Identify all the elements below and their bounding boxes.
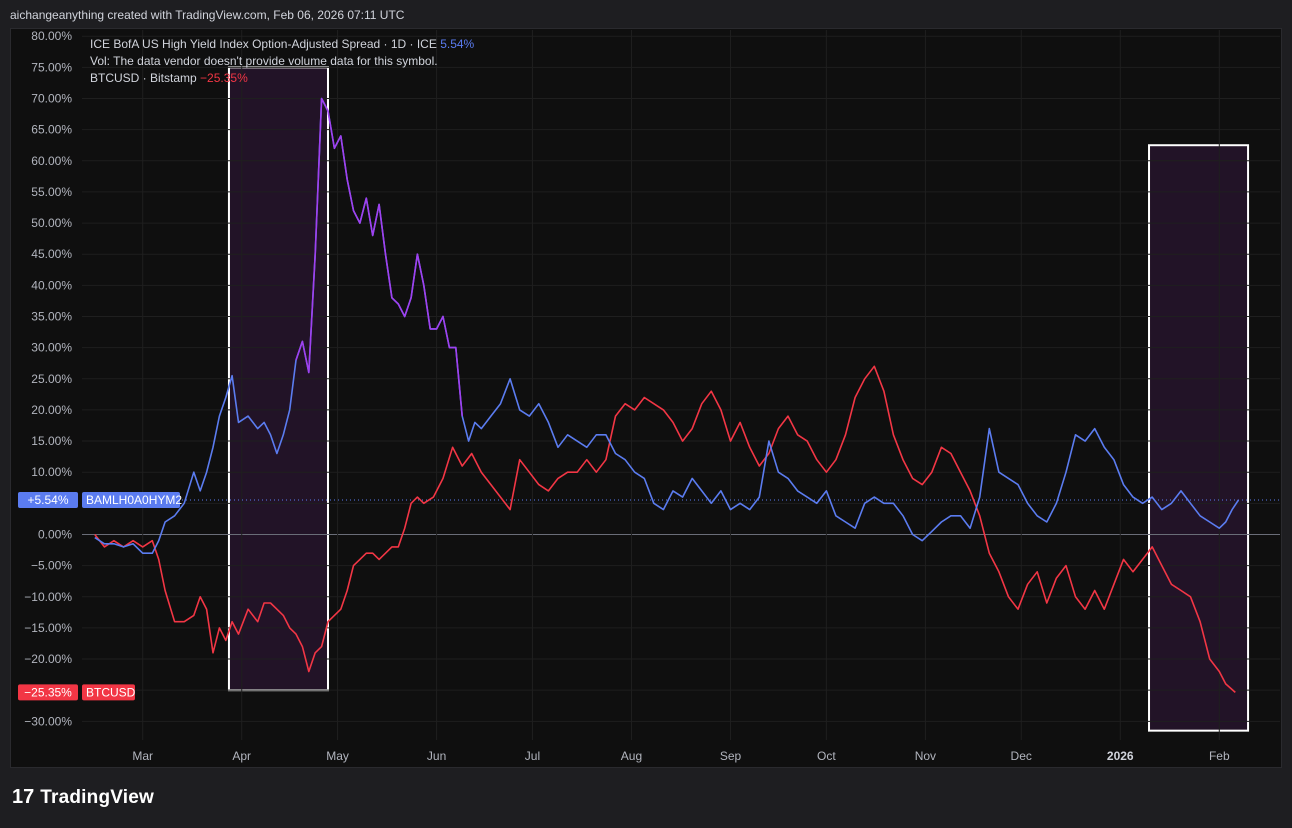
- tradingview-logo[interactable]: 17 TradingView: [12, 786, 154, 809]
- y-tick-label: 15.00%: [31, 434, 72, 448]
- highlight-box-2: [1148, 144, 1250, 732]
- y-tick-label: 20.00%: [31, 403, 72, 417]
- y-tick-label: −30.00%: [24, 714, 72, 728]
- x-tick-label: Oct: [817, 749, 836, 763]
- btc-series-line: [94, 365, 1236, 693]
- y-tick-label: 10.00%: [31, 465, 72, 479]
- x-tick-label: May: [326, 749, 349, 763]
- price-label-value: +5.54%: [27, 493, 68, 507]
- legend-spread-name: ICE BofA US High Yield Index Option-Adju…: [90, 37, 437, 51]
- price-label-name: BTCUSD: [86, 685, 136, 699]
- legend-btc-row[interactable]: BTCUSD · Bitstamp −25.35%: [90, 70, 474, 87]
- y-tick-label: 35.00%: [31, 309, 72, 323]
- y-tick-label: 65.00%: [31, 123, 72, 137]
- chart-legend: ICE BofA US High Yield Index Option-Adju…: [90, 36, 474, 87]
- legend-btc-name: BTCUSD · Bitstamp: [90, 71, 197, 85]
- y-tick-label: 45.00%: [31, 247, 72, 261]
- price-label-name-box: [82, 491, 180, 508]
- y-tick-label: 50.00%: [31, 216, 72, 230]
- y-tick-label: −5.00%: [31, 559, 72, 573]
- y-tick-label: 60.00%: [31, 154, 72, 168]
- x-tick-label: Apr: [232, 749, 251, 763]
- price-label-value: −25.35%: [24, 685, 72, 699]
- tradingview-mark-icon: 17: [12, 786, 35, 808]
- x-tick-label: Jul: [525, 749, 540, 763]
- price-label-name: BAMLH0A0HYM2: [86, 493, 182, 507]
- y-tick-label: −20.00%: [24, 652, 72, 666]
- y-tick-label: 80.00%: [31, 29, 72, 43]
- x-tick-label: Dec: [1011, 749, 1032, 763]
- y-tick-label: 55.00%: [31, 185, 72, 199]
- y-tick-label: 30.00%: [31, 341, 72, 355]
- legend-volume-row: Vol: The data vendor doesn't provide vol…: [90, 54, 438, 68]
- price-label-name-box: [82, 684, 135, 701]
- price-label-value-box: [18, 684, 78, 701]
- x-tick-label: Feb: [1209, 749, 1230, 763]
- y-tick-label: 70.00%: [31, 92, 72, 106]
- y-tick-label: 75.00%: [31, 60, 72, 74]
- y-tick-label: 40.00%: [31, 278, 72, 292]
- spread-series-line-highlight-segment: [295, 97, 463, 417]
- y-tick-label: 0.00%: [38, 527, 72, 541]
- x-tick-label: Aug: [621, 749, 642, 763]
- x-tick-label: Sep: [720, 749, 742, 763]
- y-tick-label: 25.00%: [31, 372, 72, 386]
- spread-series-line: [94, 97, 1240, 554]
- x-tick-label: Jun: [427, 749, 446, 763]
- y-tick-label: −10.00%: [24, 590, 72, 604]
- price-label-value-box: [18, 491, 78, 508]
- x-tick-label: Mar: [132, 749, 153, 763]
- tradingview-wordmark: TradingView: [40, 786, 155, 808]
- x-tick-label: Nov: [915, 749, 936, 763]
- created-by-text: aichangeanything created with TradingVie…: [10, 8, 405, 22]
- legend-spread-value: 5.54%: [440, 37, 475, 51]
- legend-btc-value: −25.35%: [200, 71, 248, 85]
- legend-spread-row[interactable]: ICE BofA US High Yield Index Option-Adju…: [90, 36, 474, 53]
- x-tick-label: 2026: [1107, 749, 1134, 763]
- y-tick-label: −15.00%: [24, 621, 72, 635]
